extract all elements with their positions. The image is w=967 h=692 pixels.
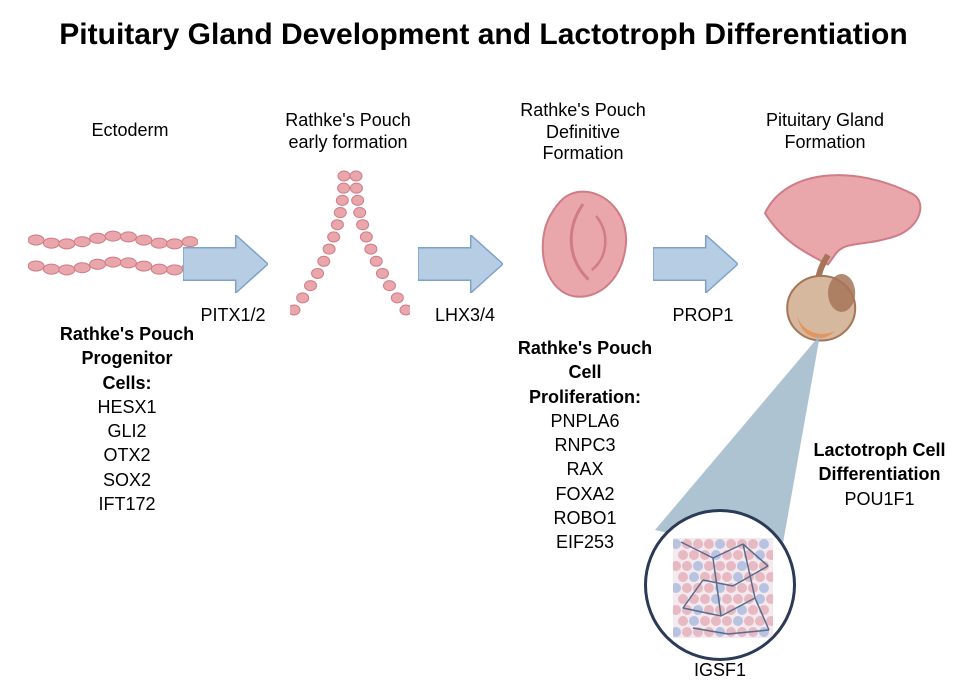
tissue-cells-illustration (673, 538, 773, 638)
progression-arrow-2 (418, 235, 503, 293)
stage-pituitary-label: Pituitary GlandFormation (740, 110, 910, 153)
progenitor-cells-gene-list: Rathke's PouchProgenitorCells:HESX1GLI2O… (42, 322, 212, 516)
igsf1-label: IGSF1 (680, 660, 760, 681)
factor-prop1: PROP1 (658, 305, 748, 326)
diagram-title: Pituitary Gland Development and Lactotro… (0, 18, 967, 52)
pituitary-gland-illustration (760, 160, 930, 350)
rathkes-pouch-early-illustration (290, 168, 410, 318)
progression-arrow-1 (183, 235, 268, 293)
stage-ectoderm-label: Ectoderm (70, 120, 190, 142)
rathkes-pouch-definitive-illustration (528, 186, 638, 306)
tissue-magnification-circle (644, 509, 796, 661)
stage-definitive-pouch-label: Rathke's PouchDefinitiveFormation (498, 100, 668, 165)
factor-lhx: LHX3/4 (420, 305, 510, 326)
proliferation-gene-list: Rathke's PouchCellProliferation:PNPLA6RN… (495, 336, 675, 555)
progression-arrow-3 (653, 235, 738, 293)
stage-early-pouch-label: Rathke's Pouchearly formation (258, 110, 438, 153)
ectoderm-illustration (28, 222, 198, 292)
